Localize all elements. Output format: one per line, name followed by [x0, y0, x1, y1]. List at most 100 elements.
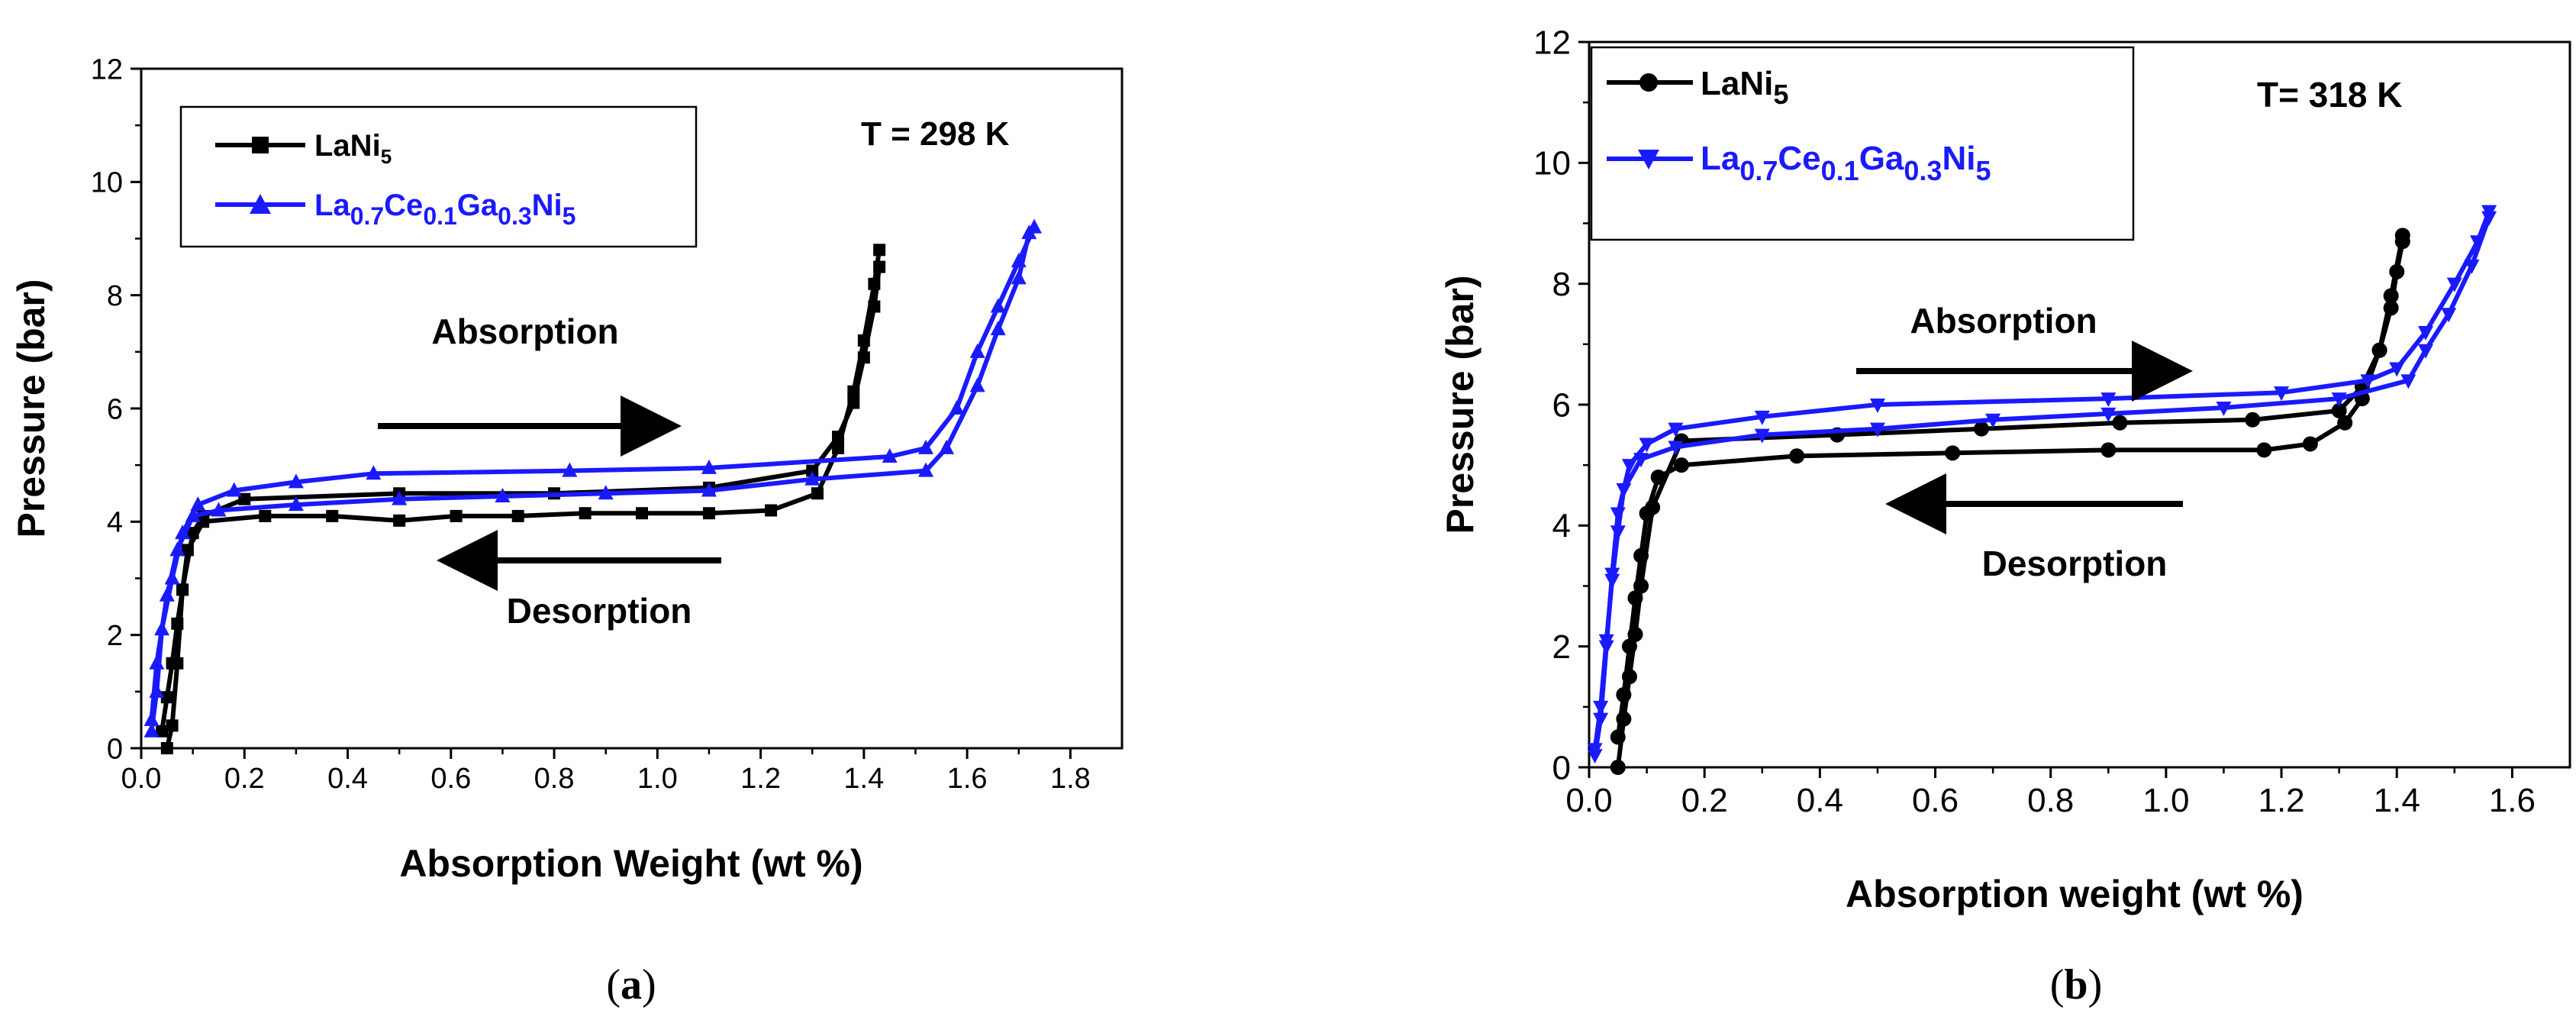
data-point	[176, 583, 189, 596]
data-point	[2256, 442, 2272, 458]
data-point	[811, 487, 824, 500]
data-point	[806, 464, 819, 477]
desorption-label: Desorption	[1982, 544, 2168, 583]
y-tick-label: 10	[91, 167, 123, 199]
data-point	[2371, 342, 2387, 358]
data-point	[598, 485, 614, 500]
x-tick-label: 1.0	[637, 763, 678, 795]
x-tick-label: 1.0	[2142, 782, 2189, 819]
temperature-label: T = 298 K	[861, 115, 1010, 153]
data-point	[1869, 399, 1885, 413]
data-point	[1985, 413, 2001, 428]
data-point	[2418, 326, 2434, 341]
data-point	[969, 343, 985, 358]
data-point	[701, 459, 717, 474]
series-line-desorption	[149, 232, 1032, 721]
data-point	[2464, 259, 2480, 274]
data-point	[701, 482, 717, 497]
y-tick-label: 8	[107, 280, 123, 312]
data-point	[2360, 374, 2376, 389]
axis-ticks: 0.0 0.2 0.4 0.6 0.8 1.0 1.2 1.4 1.6 0 2 4 6 8 10 12	[1533, 24, 2536, 819]
y-tick-label: 10	[1533, 145, 1571, 182]
data-point	[918, 439, 933, 454]
data-point	[149, 654, 165, 670]
data-point	[259, 509, 272, 522]
y-tick-label: 2	[107, 620, 123, 652]
data-point	[160, 742, 173, 754]
chart-panel-a: 0.0 0.2 0.4 0.6 0.8 1.0 1.2 1.4 1.6 1.8024681012 …	[10, 53, 1124, 1009]
x-axis-title: Absorption Weight (wt %)	[399, 842, 862, 885]
data-point	[2400, 374, 2416, 389]
data-point	[1673, 457, 1689, 473]
data-point	[1869, 422, 1885, 437]
data-point	[2274, 386, 2290, 402]
data-point	[1639, 437, 1655, 453]
x-tick-label: 1.6	[947, 763, 988, 795]
data-point	[1011, 270, 1027, 285]
data-point	[969, 377, 985, 392]
data-point	[2100, 392, 2117, 408]
data-point	[2112, 415, 2128, 431]
data-point	[857, 334, 870, 347]
data-point	[1754, 410, 1770, 425]
data-point	[156, 725, 169, 738]
data-point	[1616, 687, 1632, 702]
data-point	[1754, 428, 1770, 444]
data-point	[197, 515, 210, 528]
data-point	[1668, 441, 1684, 456]
series-line-absorption	[149, 226, 1037, 732]
y-tick-label: 8	[1552, 266, 1571, 303]
chart-panel-b: 0.0 0.2 0.4 0.6 0.8 1.0 1.2 1.4 1.6 0 2 4 6 8 10 12 Abs…	[1439, 24, 2571, 1009]
data-point	[765, 504, 778, 517]
desorption-label: Desorption	[507, 591, 692, 631]
x-tick-label: 1.2	[740, 763, 781, 795]
data-point	[166, 719, 179, 732]
data-point	[495, 487, 511, 502]
data-point	[393, 514, 406, 527]
legend-marker-circle	[1639, 73, 1658, 92]
y-tick-label: 6	[1552, 386, 1571, 424]
legend-label-la07ce01ga03ni5: La0.7Ce0.1Ga0.3Ni5	[314, 189, 575, 230]
data-point	[1621, 459, 1637, 474]
x-tick-label: 1.2	[2258, 782, 2304, 819]
legend-marker-triangle-down	[1638, 150, 1659, 169]
x-tick-label: 0.6	[1912, 782, 1959, 819]
data-point	[868, 277, 881, 290]
x-tick-label: 1.8	[1050, 763, 1091, 795]
legend-label-la07ce01ga03ni5: La0.7Ce0.1Ga0.3Ni5	[1701, 140, 1991, 186]
absorption-label: Absorption	[1910, 301, 2097, 341]
data-point	[288, 496, 304, 512]
data-point	[1610, 525, 1626, 541]
data-point	[2216, 401, 2232, 416]
x-tick-label: 0.4	[327, 763, 368, 795]
series-line-desorption	[160, 249, 882, 732]
data-point	[160, 691, 173, 704]
data-point	[1974, 421, 1989, 437]
series-line-absorption	[1592, 210, 2492, 756]
absorption-label: Absorption	[431, 312, 618, 351]
data-point	[2331, 392, 2347, 408]
data-point	[185, 507, 201, 522]
data-point	[702, 507, 715, 520]
data-point	[226, 482, 242, 497]
data-point	[171, 617, 184, 630]
legend-label-lani5: LaNi5	[314, 129, 392, 168]
data-point	[1639, 505, 1655, 521]
y-tick-label: 2	[1552, 628, 1571, 666]
data-point	[2100, 442, 2117, 458]
legend-marker-square	[252, 137, 269, 153]
x-tick-label: 0.2	[224, 763, 265, 795]
data-point	[288, 473, 304, 489]
legend-box	[179, 105, 698, 248]
data-point	[562, 462, 578, 477]
y-tick-label: 0	[107, 733, 123, 765]
data-point	[832, 441, 845, 454]
data-point	[2481, 211, 2497, 226]
data-point	[1627, 590, 1643, 606]
legend-box	[1590, 46, 2135, 241]
x-tick-label: 0.6	[430, 763, 471, 795]
data-point	[990, 321, 1006, 336]
series-lines	[1587, 205, 2497, 775]
series-line-desorption	[1592, 216, 2492, 750]
data-point	[2446, 277, 2462, 292]
